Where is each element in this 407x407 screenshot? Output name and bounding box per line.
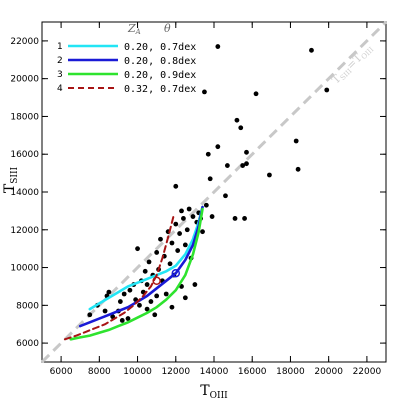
x-tick-label: 8000 — [88, 367, 111, 377]
data-point — [215, 144, 221, 150]
data-point — [240, 163, 246, 168]
y-tick-label: 6000 — [16, 339, 39, 349]
data-point — [309, 47, 314, 53]
data-point — [146, 259, 152, 265]
data-point — [200, 229, 205, 235]
identity-line-label: TSIII=TOIII — [329, 41, 375, 87]
y-tick-label: 20000 — [10, 75, 39, 85]
legend-label-4: 0.32, 0.7dex — [124, 84, 196, 95]
data-point — [158, 236, 163, 242]
data-point — [223, 193, 228, 199]
model-curve-4 — [63, 213, 175, 341]
data-point — [253, 91, 259, 97]
data-point — [119, 318, 125, 323]
legend-number-4: 4 — [57, 84, 63, 94]
data-point — [154, 293, 160, 299]
curve-marker — [171, 268, 181, 278]
legend-label-2: 0.20, 0.8dex — [124, 56, 196, 67]
data-point — [144, 282, 150, 287]
x-tick-label: 10000 — [123, 367, 152, 377]
y-tick-label: 12000 — [10, 226, 39, 236]
data-point — [202, 89, 207, 95]
x-tick-label: 14000 — [200, 367, 229, 377]
x-tick-label: 12000 — [161, 367, 190, 377]
data-point — [324, 87, 330, 93]
model-curve-2 — [78, 205, 204, 328]
data-point — [242, 216, 247, 221]
model-curve-3 — [69, 207, 204, 341]
data-point — [144, 306, 150, 312]
data-point — [106, 289, 112, 295]
data-point — [137, 302, 142, 308]
data-point — [267, 172, 272, 178]
x-tick-label: 16000 — [238, 367, 267, 377]
data-point — [179, 208, 184, 214]
data-point — [186, 206, 192, 212]
model-curve-1 — [88, 205, 204, 311]
y-tick-label: 22000 — [10, 37, 39, 47]
data-point — [102, 308, 108, 314]
data-point — [234, 117, 240, 123]
data-point — [244, 149, 249, 155]
data-point — [238, 125, 244, 131]
data-point — [232, 216, 238, 221]
data-point — [192, 282, 198, 287]
data-point — [121, 291, 127, 297]
data-point — [142, 268, 148, 274]
data-point — [167, 261, 173, 267]
y-tick-label: 14000 — [10, 188, 39, 198]
data-point — [182, 242, 188, 248]
legend-number-2: 2 — [57, 56, 63, 66]
legend-header-z-main: Z — [127, 22, 136, 35]
data-point — [184, 227, 190, 233]
data-point — [190, 214, 196, 219]
legend-header-z-sub: A — [135, 28, 141, 36]
y-tick-label: 16000 — [10, 150, 39, 160]
legend-number-1: 1 — [57, 42, 63, 52]
data-point — [87, 312, 93, 318]
data-point — [152, 312, 158, 318]
data-point — [135, 246, 140, 252]
data-point — [175, 248, 181, 253]
data-point — [182, 295, 188, 301]
legend-number-3: 3 — [57, 70, 63, 80]
identity-label-sub2: OIII — [360, 45, 376, 61]
data-point — [148, 299, 154, 304]
data-point — [207, 176, 213, 182]
legend-header-theta: θ — [164, 22, 171, 35]
data-point — [173, 221, 179, 227]
data-point — [209, 214, 215, 219]
data-point — [293, 138, 299, 144]
data-point — [169, 304, 175, 310]
data-point — [163, 291, 169, 297]
data-point — [203, 202, 209, 208]
data-point — [181, 216, 186, 221]
data-point — [244, 161, 249, 167]
data-point — [127, 287, 133, 293]
y-axis-title: TSIII — [2, 166, 20, 193]
x-tick-label: 20000 — [314, 367, 343, 377]
data-point — [215, 44, 221, 49]
x-axis-title: TOIII — [200, 383, 228, 401]
legend-label-3: 0.20, 0.9dex — [124, 70, 196, 81]
y-tick-label: 18000 — [10, 112, 39, 122]
data-point — [154, 250, 160, 255]
data-point — [173, 183, 179, 189]
data-point — [125, 316, 131, 321]
data-point — [224, 163, 230, 168]
x-tick-label: 22000 — [353, 367, 382, 377]
legend-header-z: ZA — [127, 22, 141, 36]
legend-label-1: 0.20, 0.7dex — [124, 42, 196, 53]
data-point — [169, 240, 175, 246]
data-point — [177, 231, 183, 236]
data-point — [295, 166, 301, 172]
y-tick-label: 10000 — [10, 264, 39, 274]
curve-marker — [152, 276, 161, 286]
x-tick-label: 18000 — [276, 367, 305, 377]
data-point — [205, 151, 211, 157]
data-point — [117, 299, 123, 304]
y-tick-label: 8000 — [16, 301, 39, 311]
x-tick-label: 6000 — [50, 367, 73, 377]
